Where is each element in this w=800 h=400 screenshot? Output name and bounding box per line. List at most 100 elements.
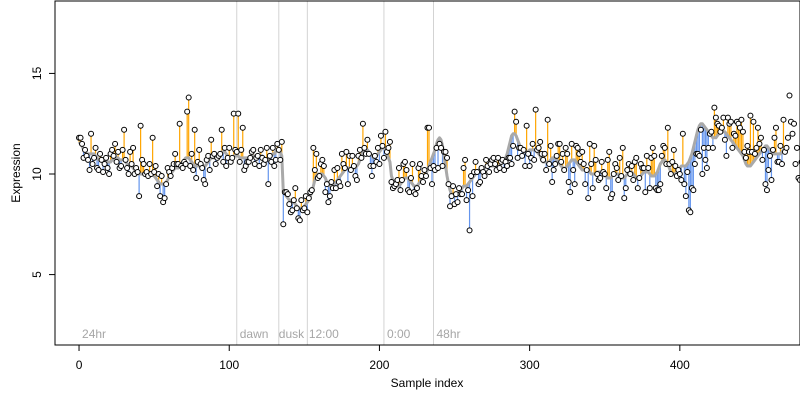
- data-point: [365, 150, 372, 157]
- data-point: [265, 181, 272, 188]
- data-point: [792, 160, 799, 167]
- data-point: [85, 156, 92, 163]
- data-point: [361, 144, 368, 151]
- data-point: [546, 160, 553, 167]
- data-point: [293, 205, 300, 212]
- data-point: [89, 160, 96, 167]
- data-point: [220, 158, 227, 165]
- data-point: [426, 124, 433, 131]
- data-point: [296, 217, 303, 224]
- data-point: [655, 187, 662, 194]
- data-point: [158, 173, 165, 180]
- data-point: [507, 154, 514, 161]
- data-point: [610, 171, 617, 178]
- data-point: [146, 160, 153, 167]
- annotation-label: 24hr: [82, 327, 106, 341]
- data-point: [358, 154, 365, 161]
- data-point: [777, 142, 784, 149]
- data-point: [364, 136, 371, 143]
- data-point: [634, 185, 641, 192]
- x-tick-label: 0: [76, 358, 83, 372]
- data-point: [134, 168, 141, 175]
- data-point: [459, 191, 466, 198]
- data-point: [718, 124, 725, 131]
- data-point: [784, 134, 791, 141]
- data-point: [110, 152, 117, 159]
- data-point: [319, 156, 326, 163]
- data-point: [124, 164, 131, 171]
- data-point: [778, 160, 785, 167]
- data-point: [125, 171, 132, 178]
- data-point: [226, 144, 233, 151]
- data-point: [552, 160, 559, 167]
- data-point: [341, 164, 348, 171]
- data-point: [783, 144, 790, 151]
- data-point: [450, 183, 457, 190]
- data-point: [380, 154, 387, 161]
- annotation-label: 0:00: [387, 327, 411, 341]
- data-point: [137, 122, 144, 129]
- data-point: [544, 116, 551, 123]
- data-point: [397, 187, 404, 194]
- data-point: [703, 164, 710, 171]
- data-point: [477, 179, 484, 186]
- data-point: [316, 173, 323, 180]
- data-point: [456, 185, 463, 192]
- data-point: [756, 140, 763, 147]
- data-point: [657, 181, 664, 188]
- data-point: [667, 171, 674, 178]
- data-point: [627, 171, 634, 178]
- observed-points: [76, 92, 800, 234]
- x-tick-label: 200: [369, 358, 389, 372]
- data-point: [597, 175, 604, 182]
- data-point: [684, 168, 691, 175]
- data-point: [751, 150, 758, 157]
- data-point: [754, 124, 761, 131]
- data-point: [277, 156, 284, 163]
- data-point: [628, 162, 635, 169]
- data-point: [460, 164, 467, 171]
- data-point: [562, 144, 569, 151]
- data-point: [766, 152, 773, 159]
- data-point: [334, 164, 341, 171]
- data-point: [601, 171, 608, 178]
- data-point: [313, 150, 320, 157]
- data-point: [699, 171, 706, 178]
- data-point: [91, 154, 98, 161]
- data-point: [609, 191, 616, 198]
- data-point: [768, 177, 775, 184]
- data-point: [465, 187, 472, 194]
- data-point: [772, 124, 779, 131]
- data-point: [603, 185, 610, 192]
- annotation-label: dusk: [279, 327, 305, 341]
- data-point: [337, 183, 344, 190]
- data-point: [208, 136, 215, 143]
- data-point: [167, 173, 174, 180]
- data-point: [558, 158, 565, 165]
- data-point: [310, 144, 317, 151]
- data-point: [670, 146, 677, 153]
- data-point: [79, 140, 86, 147]
- data-point: [780, 116, 787, 123]
- data-point: [100, 168, 107, 175]
- data-point: [368, 173, 375, 180]
- data-point: [682, 193, 689, 200]
- data-point: [190, 166, 197, 173]
- data-point: [269, 144, 276, 151]
- data-point: [199, 164, 206, 171]
- data-point: [711, 104, 718, 111]
- data-point: [724, 114, 731, 121]
- data-point: [236, 158, 243, 165]
- data-point: [290, 197, 297, 204]
- data-point: [292, 185, 299, 192]
- data-point: [564, 150, 571, 157]
- data-point: [492, 160, 499, 167]
- data-point: [401, 158, 408, 165]
- data-point: [769, 146, 776, 153]
- data-point: [618, 173, 625, 180]
- data-point: [176, 120, 183, 127]
- data-point: [235, 110, 242, 117]
- data-point: [163, 181, 170, 188]
- x-tick-label: 400: [670, 358, 690, 372]
